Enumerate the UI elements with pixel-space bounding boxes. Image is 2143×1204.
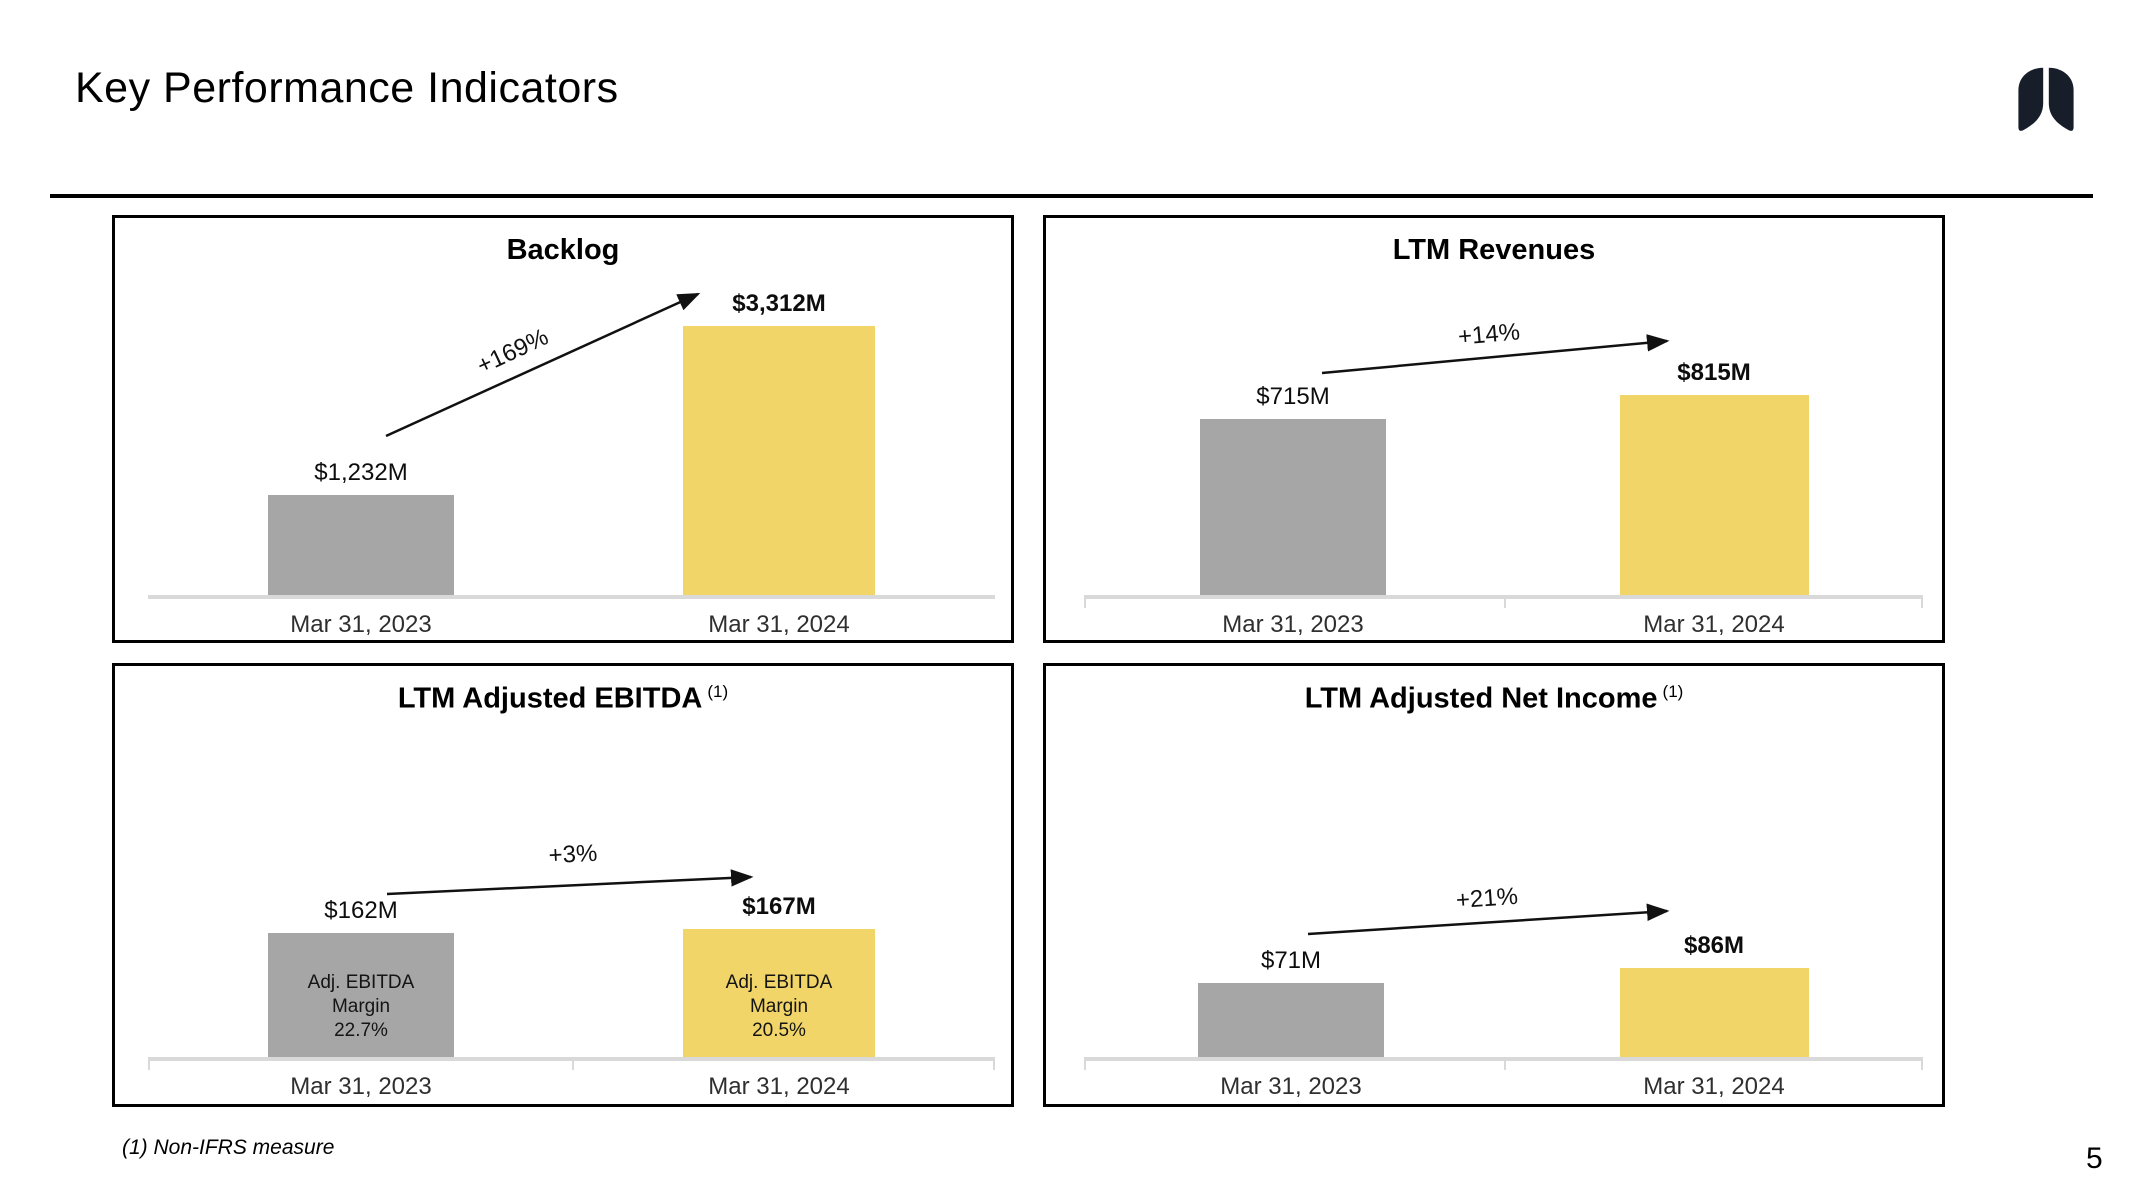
x-axis-line [1084, 595, 1923, 599]
value-label-2023: $1,232M [314, 459, 408, 486]
growth-label: +14% [1456, 318, 1522, 351]
axis-label-2023: Mar 31, 2023 [290, 1073, 432, 1100]
bar-annotation-line: 22.7% [334, 1020, 388, 1041]
x-axis-line [148, 595, 995, 599]
axis-tick [572, 1057, 574, 1070]
axis-tick [1504, 595, 1506, 608]
axis-tick [1921, 595, 1923, 608]
axis-label-2024: Mar 31, 2024 [1643, 1073, 1785, 1100]
axis-tick [993, 1057, 995, 1070]
value-label-2024: $167M [742, 893, 816, 920]
bar-annotation-line: 20.5% [752, 1020, 806, 1041]
growth-arrow [385, 292, 701, 438]
bar-annotation-line: Adj. EBITDA [307, 972, 415, 993]
bar-annotation-line: Margin [749, 996, 809, 1017]
bar-2023 [268, 495, 454, 595]
chart-title-text: LTM Revenues [1392, 234, 1596, 266]
bar-2023 [1200, 419, 1386, 595]
axis-label-2024: Mar 31, 2024 [1643, 611, 1785, 638]
chart-title-text: LTM Adjusted Net Income [1304, 682, 1658, 715]
bar-annotation-line: Adj. EBITDA [725, 972, 833, 993]
chart-panel-ltm-adjusted-ebitda: LTM Adjusted EBITDA (1) $162M Mar 31, 2023 A… [112, 663, 1014, 1107]
chart-title: LTM Adjusted EBITDA (1) [115, 682, 1011, 716]
lungs-logo-left-lobe [2018, 67, 2044, 131]
axis-label-2023: Mar 31, 2023 [1220, 1073, 1362, 1100]
chart-panel-ltm-revenues: LTM Revenues $715M Mar 31, 2023 $815M Mar 31… [1043, 215, 1945, 643]
bar-margin-annotation: Adj. EBITDA Margin 20.5% [683, 971, 875, 1043]
footnote-marker: (1) [1662, 682, 1684, 701]
bar-2024 [683, 929, 875, 1057]
x-axis-line [148, 1057, 995, 1061]
bar-2024 [683, 326, 875, 595]
growth-label: +3% [547, 839, 598, 870]
chart-panel-backlog: Backlog $1,232M Mar 31, 2023 $3,312M Mar 31,… [112, 215, 1014, 643]
axis-tick [1084, 1057, 1086, 1070]
bar-margin-annotation: Adj. EBITDA Margin 22.7% [268, 971, 454, 1043]
value-label-2024: $86M [1683, 932, 1745, 959]
page-title: Key Performance Indicators [75, 64, 619, 112]
growth-label: +169% [472, 323, 553, 380]
axis-tick [148, 1057, 150, 1070]
axis-label-2024: Mar 31, 2024 [708, 611, 850, 638]
axis-label-2023: Mar 31, 2023 [290, 611, 432, 638]
bar-annotation-line: Margin [331, 996, 391, 1017]
axis-tick [1084, 595, 1086, 608]
chart-panel-ltm-adjusted-net-income: LTM Adjusted Net Income (1) $71M Mar 31, 20… [1043, 663, 1945, 1107]
chart-title-text: LTM Adjusted EBITDA [397, 682, 703, 715]
axis-tick [1504, 1057, 1506, 1070]
chart-title-text: Backlog [506, 234, 620, 266]
footnote: (1) Non-IFRS measure [122, 1136, 335, 1159]
growth-arrow [386, 869, 754, 896]
value-label-2023: $71M [1260, 947, 1322, 974]
growth-label: +21% [1455, 882, 1519, 915]
x-axis-line [1084, 1057, 1923, 1061]
axis-label-2023: Mar 31, 2023 [1222, 611, 1364, 638]
axis-tick [1921, 1057, 1923, 1070]
bar-2024 [1620, 968, 1809, 1057]
lungs-logo-right-lobe [2048, 67, 2074, 131]
value-label-2024: $3,312M [732, 290, 826, 317]
lungs-logo-icon [2018, 67, 2074, 131]
value-label-2024: $815M [1677, 359, 1751, 386]
value-label-2023: $162M [324, 897, 398, 924]
page-number: 5 [2086, 1142, 2103, 1175]
bar-2024 [1620, 395, 1809, 595]
chart-title: LTM Revenues [1046, 234, 1942, 267]
axis-label-2024: Mar 31, 2024 [708, 1073, 850, 1100]
bar-2023 [1198, 983, 1384, 1057]
chart-title: Backlog [115, 234, 1011, 267]
value-label-2023: $715M [1256, 383, 1330, 410]
title-rule [50, 194, 2093, 198]
bar-2023 [268, 933, 454, 1057]
chart-title: LTM Adjusted Net Income (1) [1046, 682, 1942, 716]
footnote-marker: (1) [707, 682, 729, 701]
